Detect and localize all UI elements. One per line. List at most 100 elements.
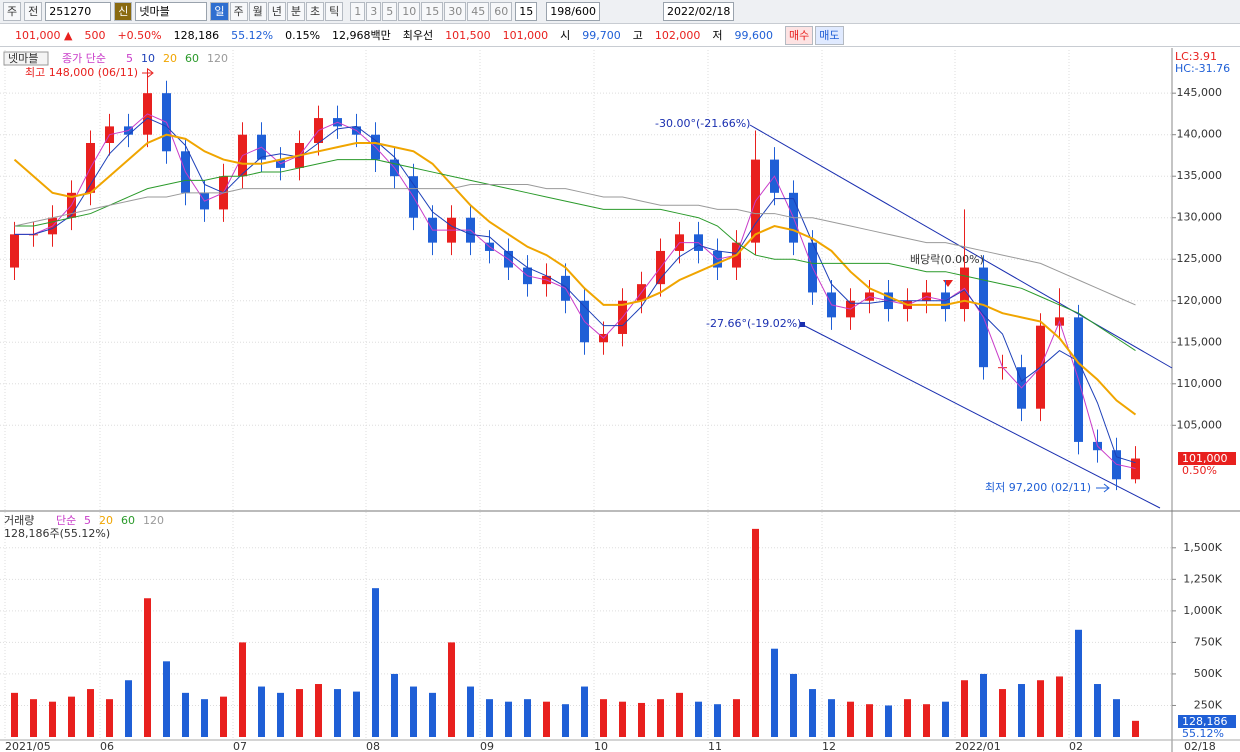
- legend-entry: 10: [141, 52, 155, 65]
- lc: LC:3.91: [1175, 50, 1217, 63]
- open-label: 시: [560, 29, 571, 42]
- y-tick-label: 140,000: [1177, 128, 1223, 141]
- axis-panel: [1172, 48, 1240, 752]
- volume-bar: [125, 680, 132, 737]
- volume-legend-entry: 20: [99, 514, 113, 527]
- volume-bar: [220, 696, 227, 737]
- volume-bar: [239, 642, 246, 737]
- volume-bar: [1037, 680, 1044, 737]
- best-bid: 101,000: [502, 28, 549, 42]
- y-tick-label: 500K: [1194, 667, 1223, 680]
- volume-bar: [714, 704, 721, 737]
- x-tick-label: 07: [233, 740, 247, 752]
- period-button[interactable]: 일: [210, 2, 229, 21]
- best-ask: 101,500: [445, 28, 491, 42]
- volume-bar: [619, 701, 626, 737]
- period-button[interactable]: 년: [267, 2, 286, 21]
- y-tick-label: 135,000: [1177, 169, 1223, 182]
- min-annotation: 최저 97,200 (02/11): [985, 481, 1091, 494]
- period-button[interactable]: 초: [306, 2, 325, 21]
- interval-button[interactable]: 3: [366, 2, 382, 21]
- volume-legend-prefix: 단순: [56, 514, 76, 527]
- candle-body: [10, 234, 19, 268]
- price: 101,000 ▲: [15, 28, 73, 42]
- code-input[interactable]: 251270: [45, 2, 112, 21]
- sell-button[interactable]: 매도: [815, 25, 844, 45]
- range[interactable]: 전: [24, 2, 43, 21]
- period-button[interactable]: 틱: [325, 2, 344, 21]
- trend-handle: [800, 322, 805, 327]
- volume-bar: [1018, 684, 1025, 737]
- volume-bar: [524, 699, 531, 737]
- count[interactable]: 198: [550, 5, 572, 18]
- volume-bar: [790, 673, 797, 737]
- volume-bar: [201, 699, 208, 737]
- x-tick-label: 10: [594, 740, 608, 752]
- volume-bar: [429, 692, 436, 737]
- volume-bar: [277, 692, 284, 737]
- volume-bar: [410, 686, 417, 737]
- open: 99,700: [582, 28, 621, 42]
- y-tick-label: 130,000: [1177, 211, 1223, 224]
- y-tick-label: 1,250K: [1183, 572, 1222, 585]
- interval-button[interactable]: 30: [444, 2, 467, 21]
- volume-bar: [106, 699, 113, 737]
- y-tick-label: 250K: [1194, 698, 1223, 711]
- badge: 신: [114, 2, 133, 21]
- moving-average: [14, 184, 1136, 306]
- chart-title: 넷마블: [8, 52, 38, 65]
- low: 99,600: [734, 28, 774, 42]
- volume-bar: [999, 689, 1006, 737]
- intervals: 1 3 5 10 15 30 45 60: [350, 2, 513, 21]
- interval-button[interactable]: 60: [490, 2, 513, 21]
- y-tick-label: 110,000: [1177, 377, 1223, 390]
- buy-button[interactable]: 매수: [785, 25, 814, 45]
- interval-button[interactable]: 45: [467, 2, 490, 21]
- legend-entry: 60: [185, 52, 199, 65]
- volume-legend-entry: 120: [143, 514, 164, 527]
- y-tick-label: 1,500K: [1183, 541, 1222, 554]
- period-button[interactable]: 월: [248, 2, 267, 21]
- volume-bar: [315, 684, 322, 737]
- volume: 128,186: [173, 28, 220, 42]
- stock-name[interactable]: 넷마블: [135, 2, 208, 21]
- x-tick-label: 09: [480, 740, 494, 752]
- high-label: 고: [632, 29, 643, 42]
- y-tick-label: 145,000: [1177, 86, 1223, 99]
- y-tick-label: 750K: [1194, 635, 1223, 648]
- date[interactable]: 2022/02/18: [662, 2, 735, 21]
- last-volume-box: [1178, 715, 1236, 728]
- interval-select[interactable]: 15: [515, 2, 538, 21]
- volume-bar: [11, 692, 18, 737]
- ex-dividend-label: 배당락(0.00%): [910, 253, 984, 266]
- interval-button[interactable]: 5: [382, 2, 398, 21]
- interval-button[interactable]: 15: [421, 2, 444, 21]
- y-tick-label: 115,000: [1177, 335, 1223, 348]
- volume-bar: [353, 691, 360, 737]
- y-tick-label: 120,000: [1177, 294, 1223, 307]
- volume-bar: [828, 699, 835, 737]
- market[interactable]: 주: [3, 2, 22, 21]
- period-button[interactable]: 주: [229, 2, 248, 21]
- volume-bar: [695, 701, 702, 737]
- volume-bar: [144, 598, 151, 737]
- volume-legend-entry: 60: [121, 514, 135, 527]
- volume-bar: [1094, 684, 1101, 737]
- volume-bar: [163, 661, 170, 737]
- x-tick-label: 2021/05: [5, 740, 51, 752]
- moving-average: [14, 117, 1136, 464]
- last-price: 101,000: [1182, 452, 1228, 465]
- interval-button[interactable]: 1: [350, 2, 366, 21]
- interval-button[interactable]: 10: [398, 2, 421, 21]
- volume-bar: [1075, 629, 1082, 737]
- period-button[interactable]: 분: [286, 2, 305, 21]
- x-tick-label: 08: [366, 740, 380, 752]
- change: 500: [84, 28, 106, 42]
- chart-area: 넷마블 종가 단순 LC:3.91 HC:-31.76 최고 148,000 (…: [0, 48, 1240, 752]
- low-label: 저: [712, 29, 723, 42]
- volume-bar: [885, 705, 892, 737]
- volume-title: 거래량: [4, 514, 34, 527]
- info-bar: 101,000 ▲ 500 +0.50% 128,186 55.12% 0.15…: [0, 24, 1240, 47]
- high: 102,000: [654, 28, 701, 42]
- min-arrow: [1096, 483, 1110, 493]
